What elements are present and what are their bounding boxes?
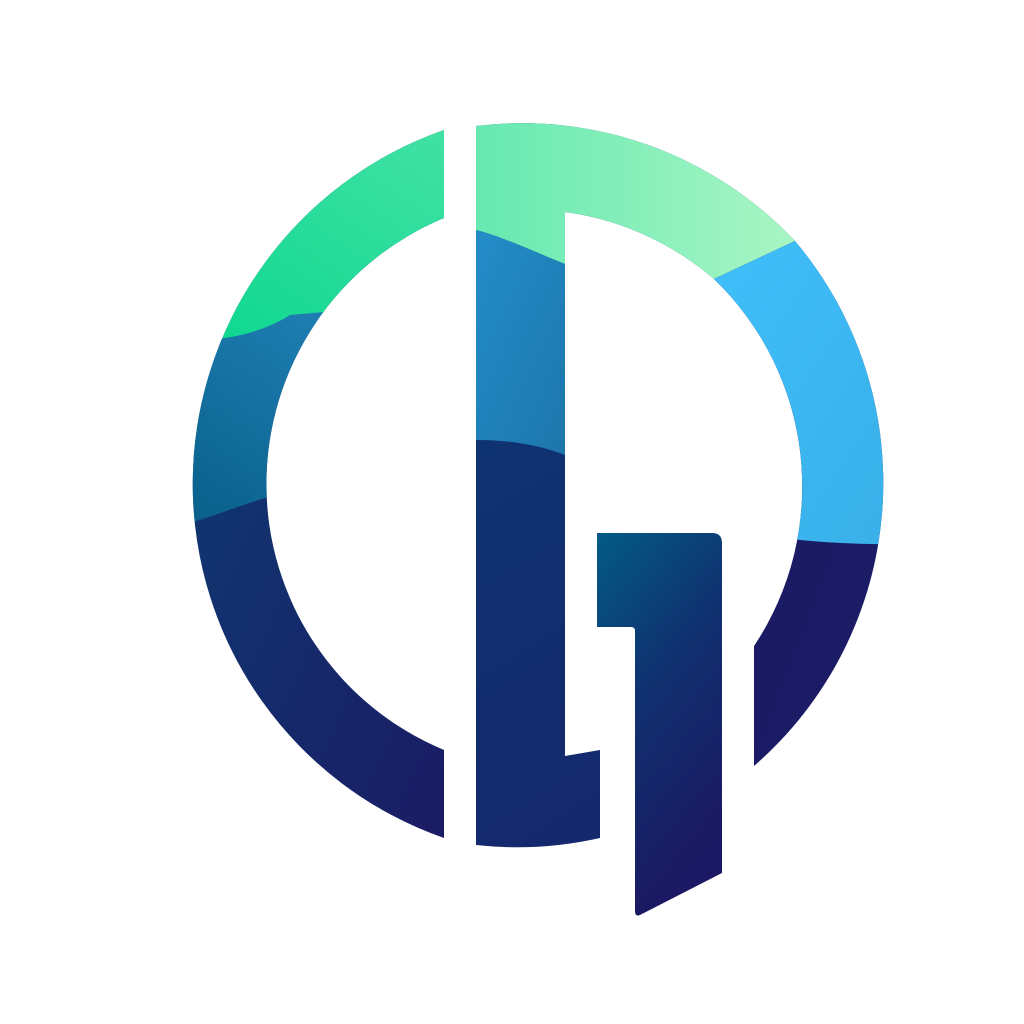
right-arc xyxy=(714,241,884,766)
left-arc xyxy=(192,130,444,838)
hook-stroke xyxy=(597,533,722,916)
